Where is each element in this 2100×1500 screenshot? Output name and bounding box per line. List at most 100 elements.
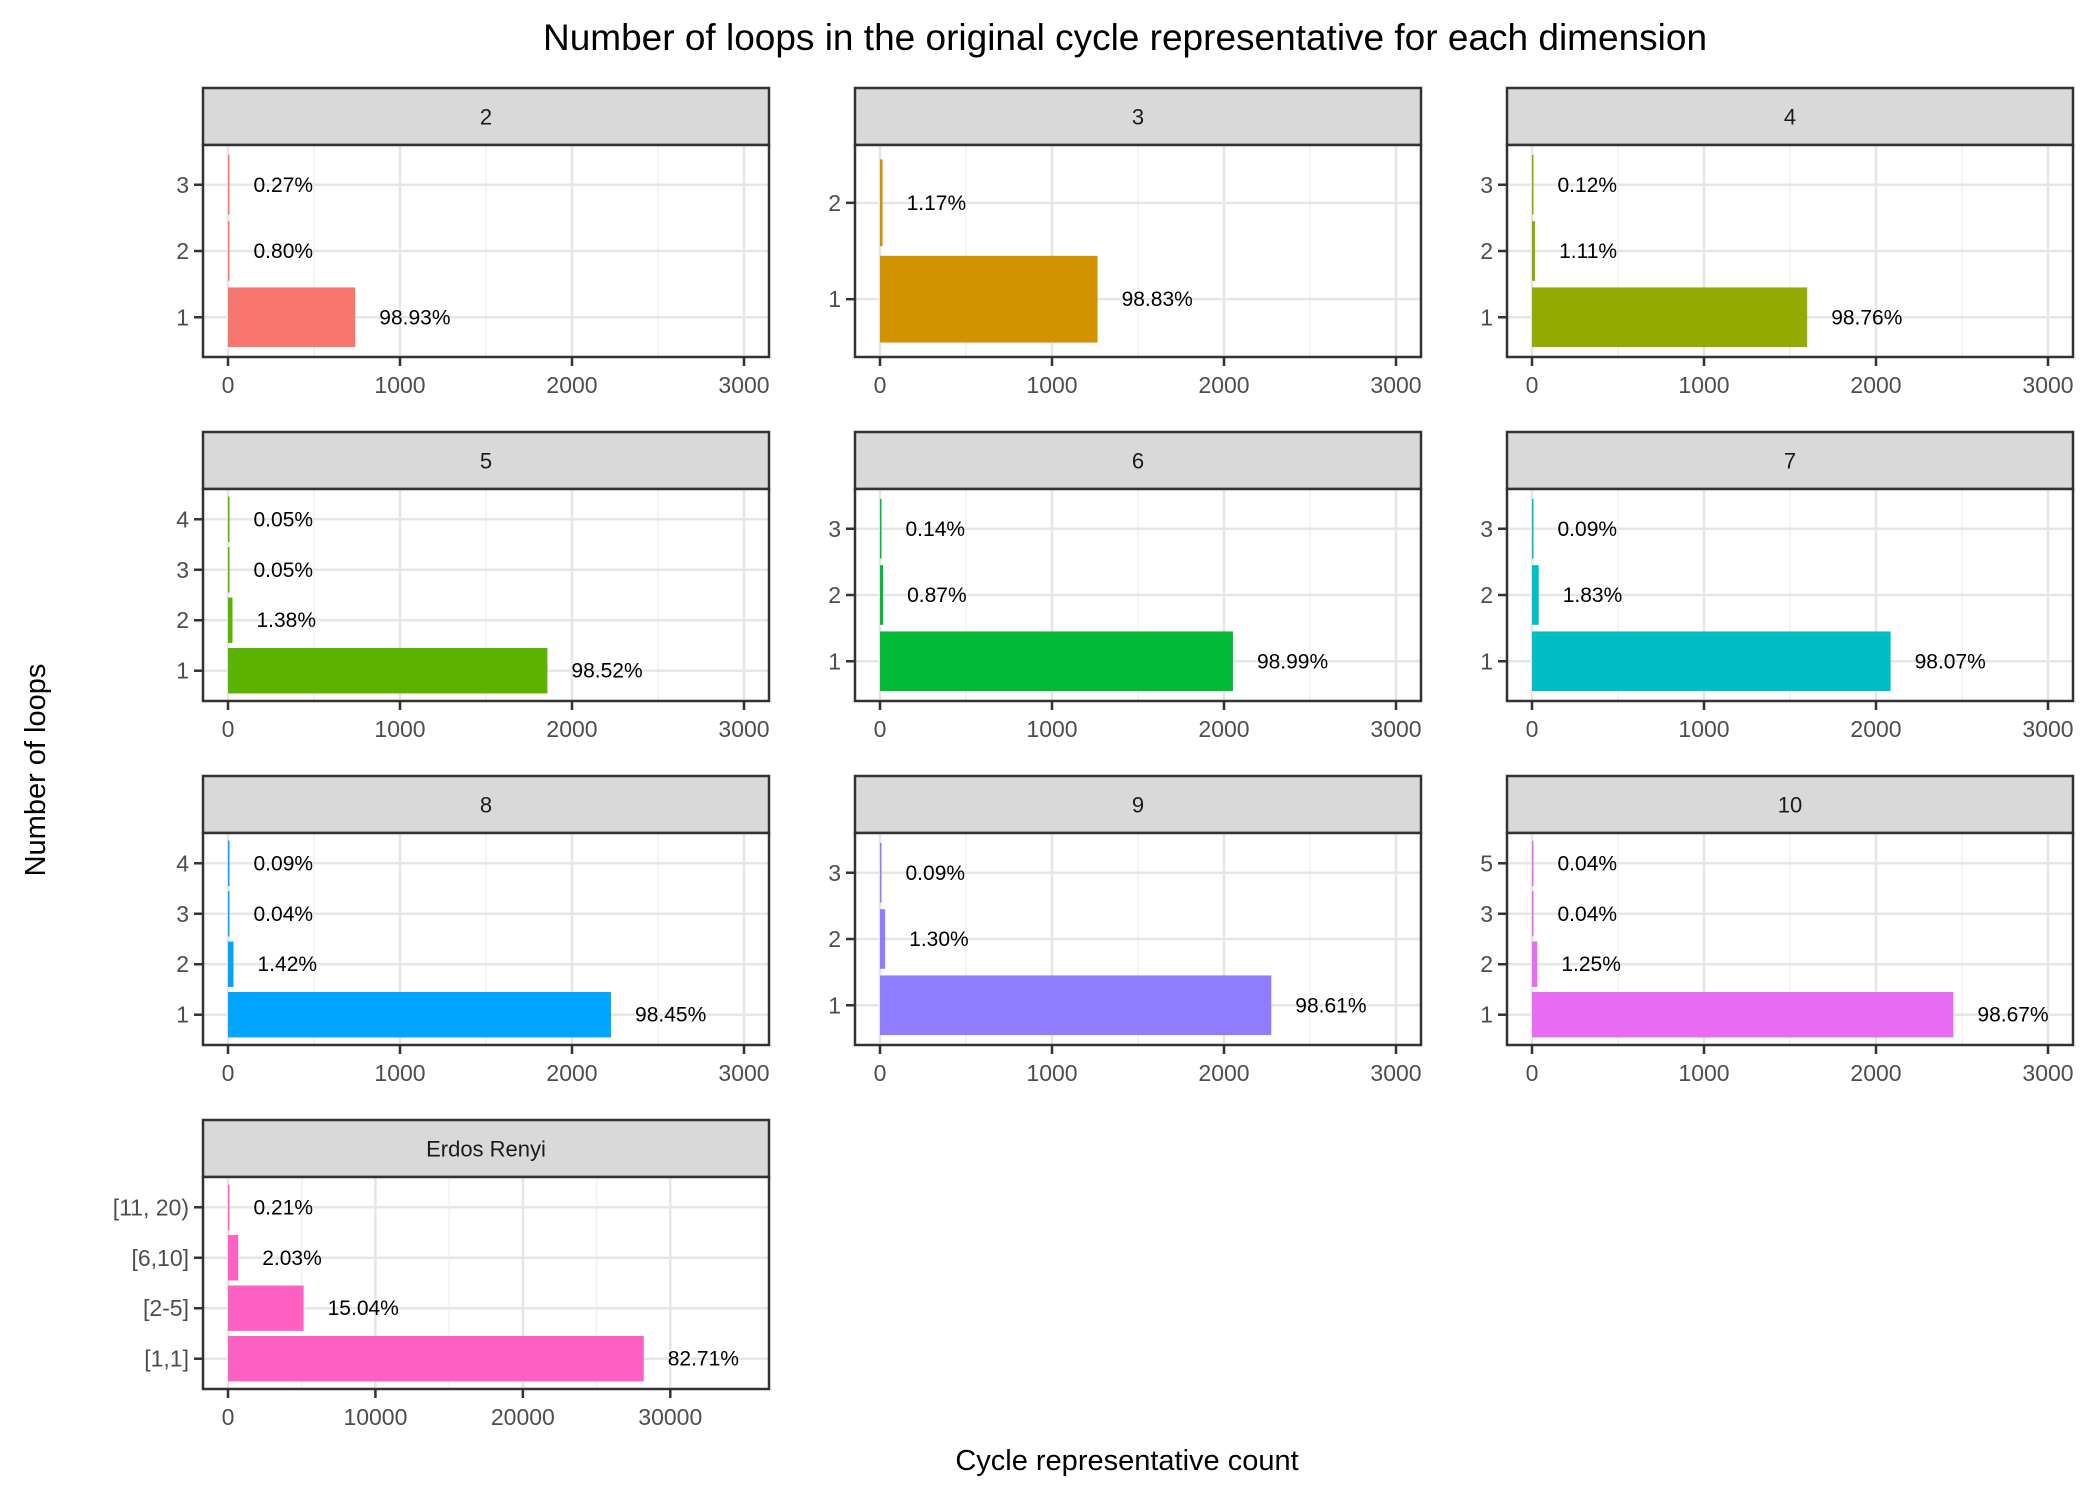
x-tick-label: 1000: [1026, 372, 1077, 398]
data-label: 0.09%: [1558, 518, 1618, 541]
y-tick-label: 3: [828, 516, 841, 542]
y-tick-label: 2: [828, 582, 841, 608]
data-label: 1.83%: [1563, 584, 1623, 607]
x-tick-label: 3000: [1370, 372, 1421, 398]
data-label: 1.17%: [907, 192, 967, 215]
y-tick-label: [6,10]: [131, 1245, 189, 1271]
y-tick-label: 4: [176, 506, 189, 532]
data-label: 2.03%: [262, 1247, 322, 1270]
data-label: 98.99%: [1257, 650, 1328, 673]
bar-erdos-renyi-6-10: [228, 1235, 239, 1281]
data-label: 0.14%: [906, 518, 966, 541]
data-label: 1.42%: [258, 953, 318, 976]
bar-10-5: [1532, 840, 1534, 886]
facet-strip: [1505, 86, 2075, 147]
x-tick-label: 3000: [718, 1060, 769, 1086]
data-label: 1.38%: [256, 609, 316, 632]
x-tick-label: 20000: [491, 1404, 555, 1430]
x-tick-label: 10000: [343, 1404, 407, 1430]
y-tick-label: 2: [828, 926, 841, 952]
y-tick-label: 1: [176, 304, 189, 330]
bar-2-3: [228, 154, 230, 215]
facet-strip: [201, 1118, 771, 1179]
data-label: 98.45%: [635, 1004, 706, 1027]
bar-erdos-renyi-11-20: [228, 1184, 230, 1230]
y-tick-label: 1: [828, 648, 841, 674]
x-tick-label: 1000: [374, 716, 425, 742]
bar-9-1: [880, 975, 1272, 1036]
bar-5-1: [228, 648, 548, 694]
facet-panel-10: 10 98.67% 1 1.25% 2 0.04% 3 0.04% 5 0 1000 2000 3000: [1480, 774, 2075, 1086]
facet-panel-3: 3 98.83% 1 1.17% 2 0 1000 2000 3000: [828, 86, 1423, 398]
x-tick-label: 0: [222, 372, 235, 398]
y-tick-label: 2: [176, 951, 189, 977]
facet-strip-label: 2: [480, 105, 492, 130]
chart-title: Number of loops in the original cycle re…: [543, 17, 1707, 58]
panel-border: [201, 831, 771, 1047]
data-label: 0.12%: [1558, 174, 1618, 197]
facet-strip-label: 5: [480, 449, 492, 474]
x-tick-label: 1000: [1026, 716, 1077, 742]
data-label: 0.05%: [254, 559, 314, 582]
data-label: 0.21%: [254, 1196, 314, 1219]
data-label: 0.04%: [254, 903, 314, 926]
y-axis-title: Number of loops: [20, 664, 52, 877]
panel-border: [201, 143, 771, 359]
facet-panel-5: 5 98.52% 1 1.38% 2 0.05% 3 0.05% 4 0 1000 2000 3000: [176, 430, 771, 742]
bar-5-2: [228, 597, 233, 643]
bar-6-1: [880, 631, 1233, 692]
y-tick-label: [2-5]: [143, 1295, 189, 1321]
facet-strip-label: 9: [1132, 793, 1144, 818]
x-tick-label: 3000: [1370, 1060, 1421, 1086]
y-tick-label: 3: [1480, 901, 1493, 927]
data-label: 0.04%: [1558, 852, 1618, 875]
bar-5-3: [228, 547, 230, 593]
y-tick-label: 2: [1480, 951, 1493, 977]
bar-2-2: [228, 221, 230, 281]
x-tick-label: 2000: [1850, 372, 1901, 398]
data-label: 0.27%: [254, 174, 314, 197]
facet-strip-label: 7: [1784, 449, 1796, 474]
x-tick-label: 3000: [1370, 716, 1421, 742]
facet-strip-label: 4: [1784, 105, 1796, 130]
facet-panel-7: 7 98.07% 1 1.83% 2 0.09% 3 0 1000 2000 3000: [1480, 430, 2075, 742]
facet-strip-label: 10: [1778, 793, 1802, 818]
bar-7-1: [1532, 631, 1891, 692]
x-tick-label: 0: [874, 716, 887, 742]
bar-6-3: [880, 498, 882, 559]
x-tick-label: 3000: [2022, 716, 2073, 742]
bar-erdos-renyi-2-5: [228, 1285, 304, 1331]
bar-8-3: [228, 891, 230, 937]
facet-panels: 298.93%10.80%20.27%30 1000 2000 3000398.83%…: [113, 86, 2075, 1430]
x-tick-label: 2000: [1198, 372, 1249, 398]
data-label: 82.71%: [668, 1348, 739, 1371]
y-tick-label: 3: [1480, 516, 1493, 542]
panel-border: [201, 1175, 771, 1391]
y-tick-label: 3: [1480, 172, 1493, 198]
y-tick-label: 5: [1480, 850, 1493, 876]
panel-border: [853, 831, 1423, 1047]
x-tick-label: 1000: [1678, 372, 1729, 398]
x-tick-label: 2000: [1198, 1060, 1249, 1086]
y-tick-label: 2: [176, 238, 189, 264]
data-label: 1.11%: [1559, 240, 1617, 263]
x-tick-label: 2000: [1198, 716, 1249, 742]
y-tick-label: [1,1]: [144, 1346, 189, 1372]
y-tick-label: 3: [828, 860, 841, 886]
facet-panel-2: 2 98.93% 1 0.80% 2 0.27% 3 0 1000 2000 3000: [176, 86, 771, 398]
data-label: 0.09%: [906, 862, 966, 885]
bar-9-2: [880, 909, 886, 969]
y-tick-label: 2: [1480, 238, 1493, 264]
facet-strip-label: Erdos Renyi: [426, 1137, 546, 1162]
y-tick-label: [11, 20): [113, 1194, 189, 1220]
y-tick-label: 1: [1480, 648, 1493, 674]
bar-4-3: [1532, 154, 1534, 215]
data-label: 1.25%: [1561, 953, 1621, 976]
x-tick-label: 30000: [638, 1404, 702, 1430]
panel-border: [853, 143, 1423, 359]
y-tick-label: 3: [176, 901, 189, 927]
facet-strip: [853, 430, 1423, 491]
y-tick-label: 4: [176, 850, 189, 876]
x-tick-label: 1000: [374, 372, 425, 398]
